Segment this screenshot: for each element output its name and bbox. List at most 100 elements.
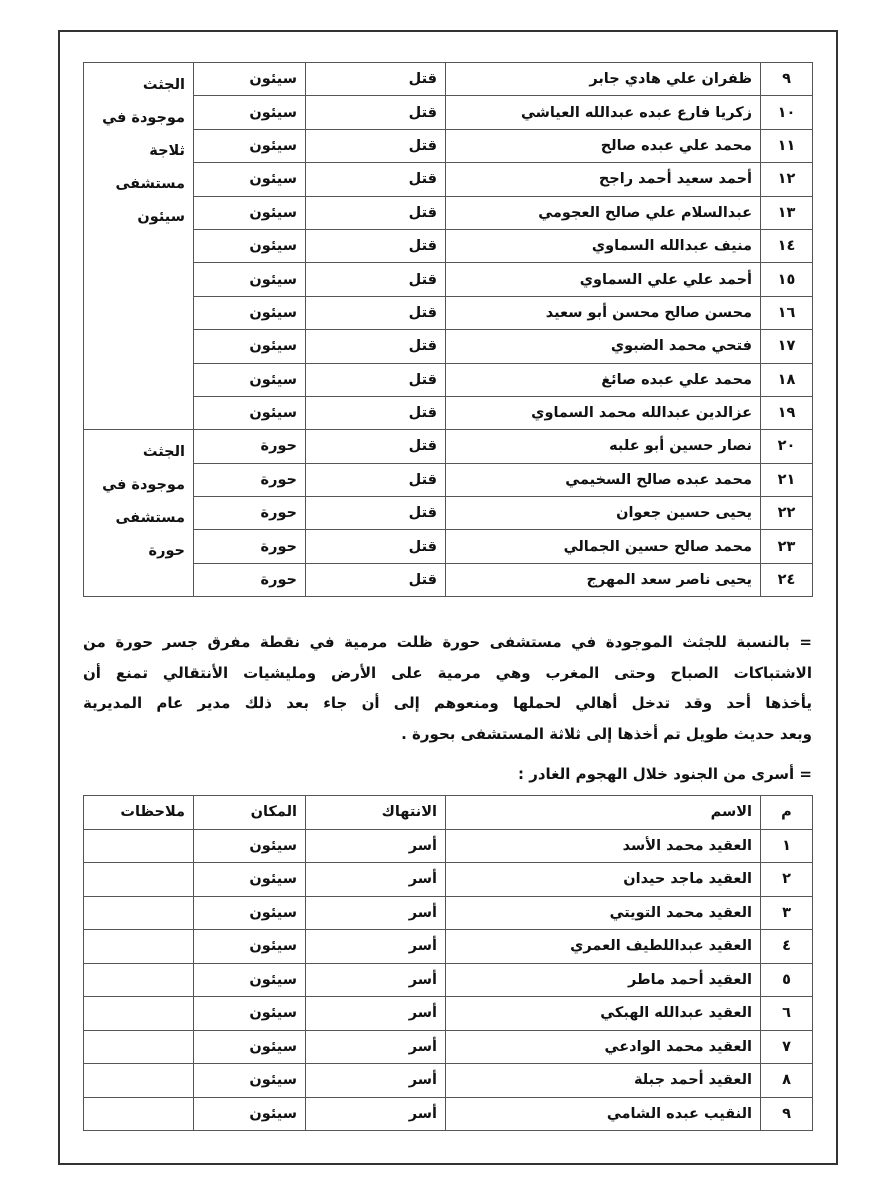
violation: قتل <box>305 162 446 197</box>
notes-cell <box>83 996 194 1031</box>
violation: قتل <box>305 329 446 364</box>
paragraph-line: = بالنسبة للجثث الموجودة في مستشفى حورة … <box>83 633 812 651</box>
table-row: ٢٢ يحيى حسين جعوان قتل حورة <box>84 496 813 531</box>
notes-cell <box>83 862 194 897</box>
person-name: محمد عبده صالح السخيمي <box>445 462 761 498</box>
table-row: ١٩ عزالدين عبدالله محمد السماوي قتل سيئون <box>84 395 813 431</box>
place: سيئون <box>193 128 306 164</box>
paragraph-line: وبعد حديث طويل تم أخذها إلى ثلاثة المستش… <box>401 724 812 743</box>
notes-cell <box>83 895 194 930</box>
notes-cell <box>83 1029 194 1064</box>
note-line: مستشفى <box>115 176 185 192</box>
row-number: ٢٤ <box>760 562 813 598</box>
place: سيئون <box>193 962 306 997</box>
person-name: محمد علي عبده صالح <box>445 128 761 164</box>
table-row: ١٨ محمد علي عبده صائغ قتل سيئون <box>84 362 813 397</box>
violation: قتل <box>305 61 446 97</box>
place: سيئون <box>193 61 306 97</box>
person-name: نصار حسين أبو علبه <box>445 429 761 464</box>
person-name: العقيد أحمد ماطر <box>445 962 761 997</box>
note-line: موجودة في <box>102 110 185 126</box>
person-name: العقيد محمد الوادعي <box>445 1029 761 1064</box>
captives-table: م الاسم الانتهاك المكان ملاحظات ١ العقيد محمد … <box>83 795 813 1131</box>
table-row: ١ العقيد محمد الأسد أسر سيئون <box>83 828 813 863</box>
row-number: ١٥ <box>760 262 813 297</box>
violation: أسر <box>305 1029 446 1064</box>
row-number: ٩ <box>760 61 813 97</box>
notes-cell <box>83 1063 194 1098</box>
table-row: ٦ العقيد عبدالله الهبكي أسر سيئون <box>83 996 813 1031</box>
violation: قتل <box>305 429 446 464</box>
paragraph: = بالنسبة للجثث الموجودة في مستشفى حورة … <box>83 627 812 749</box>
row-number: ١٣ <box>760 195 813 230</box>
row-number: ١٦ <box>760 295 813 331</box>
row-number: ٢ <box>760 862 813 897</box>
row-number: ٢١ <box>760 462 813 498</box>
violation: قتل <box>305 295 446 331</box>
violation: قتل <box>305 128 446 164</box>
person-name: زكريا فارع عبده عبدالله العياشي <box>445 95 761 130</box>
table-row: ٢١ محمد عبده صالح السخيمي قتل حورة <box>84 462 813 498</box>
place: حورة <box>193 429 306 464</box>
note-cell: الجثث موجودة في مستشفى حورة <box>83 429 194 598</box>
header-cell: الانتهاك <box>305 795 446 830</box>
paragraph-line: يأخذها أحد وقد تدخل أهالي لحملها ومنعوهم… <box>83 694 812 712</box>
table-row: ١٤ منيف عبدالله السماوي قتل سيئون <box>84 228 813 264</box>
place: سيئون <box>193 929 306 964</box>
violation: قتل <box>305 95 446 130</box>
note-line: موجودة في <box>102 477 185 494</box>
violation: قتل <box>305 262 446 297</box>
header-row: م الاسم الانتهاك المكان ملاحظات <box>83 795 813 830</box>
violation: قتل <box>305 228 446 264</box>
row-number: ١٢ <box>760 162 813 197</box>
violation: أسر <box>305 996 446 1031</box>
violation: قتل <box>305 462 446 498</box>
place: سيئون <box>193 195 306 230</box>
row-number: ٢٢ <box>760 496 813 531</box>
place: سيئون <box>193 362 306 397</box>
violation: قتل <box>305 562 446 598</box>
note-line: الجثث <box>142 77 185 93</box>
person-name: يحيى حسين جعوان <box>445 496 761 531</box>
place: سيئون <box>193 1063 306 1098</box>
table-row: ١٣ عبدالسلام علي صالح العجومي قتل سيئون <box>84 195 813 230</box>
header-cell: المكان <box>193 795 306 830</box>
place: سيئون <box>193 228 306 264</box>
person-name: العقيد ماجد حيدان <box>445 862 761 897</box>
row-number: ٢٠ <box>760 429 813 464</box>
violation: أسر <box>305 895 446 930</box>
row-number: ١ <box>760 828 813 863</box>
violation: أسر <box>305 1063 446 1098</box>
person-name: يحيى ناصر سعد المهرج <box>445 562 761 598</box>
row-number: ٥ <box>760 962 813 997</box>
paragraph-line: الاشتباكات الصباح وحتى المغرب وهي مرمية … <box>83 663 812 682</box>
person-name: محمد علي عبده صائغ <box>445 362 761 397</box>
section-heading: = أسرى من الجنود خلال الهجوم الغادر : <box>518 765 812 783</box>
place: حورة <box>193 462 306 498</box>
violation: أسر <box>305 962 446 997</box>
table-row: ١٦ محسن صالح محسن أبو سعيد قتل سيئون <box>84 295 813 331</box>
row-number: ١٨ <box>760 362 813 397</box>
notes-cell <box>83 962 194 997</box>
note-cell: الجثث موجودة في ثلاجة مستشفى سيئون <box>83 61 194 431</box>
killed-table: ٩ ظفران علي هادي جابر قتل سيئون الجثث موجودة … <box>83 61 813 598</box>
note-line: ثلاجة <box>149 143 185 159</box>
table-row: ٧ العقيد محمد الوادعي أسر سيئون <box>83 1029 813 1064</box>
place: حورة <box>193 562 306 598</box>
violation: قتل <box>305 362 446 397</box>
table-row: ٢٠ نصار حسين أبو علبه قتل حورة الجثث موجودة ف… <box>83 429 813 598</box>
row-number: ١٤ <box>760 228 813 264</box>
place: سيئون <box>193 828 306 863</box>
person-name: محمد صالح حسين الجمالي <box>445 529 761 564</box>
row-number: ٨ <box>760 1063 813 1098</box>
table-row: ٢ العقيد ماجد حيدان أسر سيئون <box>83 862 813 897</box>
violation: أسر <box>305 929 446 964</box>
notes-cell <box>83 929 194 964</box>
table-row: ٨ العقيد أحمد جبلة أسر سيئون <box>83 1063 813 1098</box>
row-number: ٩ <box>760 1096 813 1131</box>
person-name: منيف عبدالله السماوي <box>445 228 761 264</box>
table-row: ١٠ زكريا فارع عبده عبدالله العياشي قتل سيئو… <box>84 95 813 130</box>
table-row: ١١ محمد علي عبده صالح قتل سيئون <box>84 128 813 164</box>
row-number: ٢٣ <box>760 529 813 564</box>
